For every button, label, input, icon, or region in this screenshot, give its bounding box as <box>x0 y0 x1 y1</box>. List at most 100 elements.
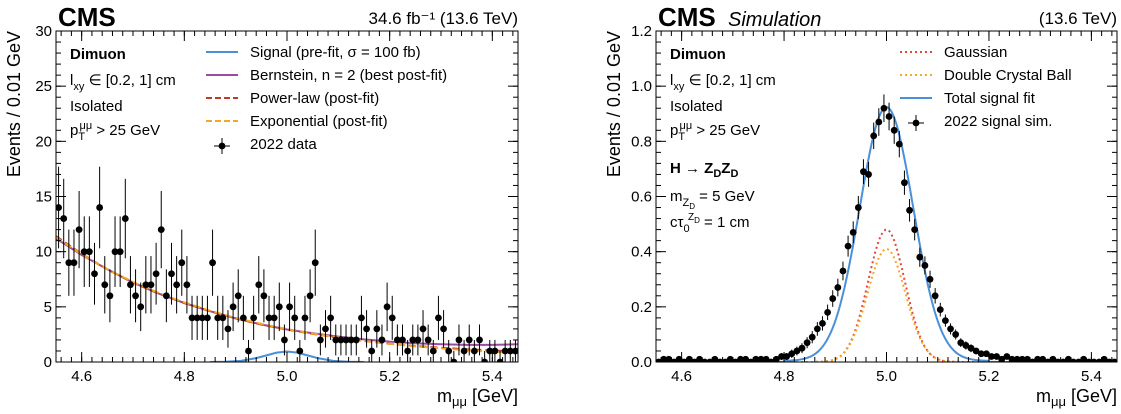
y-tick-label: 0 <box>44 354 52 371</box>
data-point <box>306 292 314 300</box>
x-axis-label: mμμ [GeV] <box>437 386 518 409</box>
data-point <box>916 253 924 261</box>
x-tick-label: 5.0 <box>277 368 298 385</box>
data-point <box>445 347 453 355</box>
data-point <box>1018 355 1026 362</box>
x-axis-label-main: m <box>1036 386 1051 406</box>
data-point <box>399 336 406 344</box>
data-point <box>481 358 489 362</box>
data-point <box>173 281 181 289</box>
data-point <box>378 336 386 344</box>
data-point <box>1059 358 1067 362</box>
x-tick-label: 5.4 <box>482 368 503 385</box>
data-point <box>352 336 360 344</box>
x-tick-label: 5.0 <box>876 368 897 385</box>
data-point <box>875 118 883 126</box>
annotation-main: cτ <box>670 214 684 231</box>
data-point <box>1023 355 1031 362</box>
data-point <box>147 281 155 289</box>
annotation-main: m <box>670 188 683 205</box>
data-point <box>404 347 412 355</box>
data-point <box>70 259 78 267</box>
data-point <box>332 336 340 344</box>
data-point <box>998 355 1006 362</box>
y-tick-label: 10 <box>35 244 52 261</box>
plot-area <box>56 166 518 362</box>
data-point <box>1111 358 1117 362</box>
data-point <box>301 314 309 322</box>
data-point <box>168 270 175 278</box>
y-tick-label: 0.2 <box>631 299 652 316</box>
experiment-label: CMS <box>658 2 716 32</box>
experiment-label: CMS <box>58 2 116 32</box>
data-point <box>265 314 273 322</box>
data-point <box>901 179 908 187</box>
data-point <box>127 281 134 289</box>
data-point <box>885 113 893 120</box>
data-point <box>808 333 816 341</box>
annotation-3: pTμμ > 25 GeV <box>70 120 160 143</box>
legend-label: Bernstein, n = 2 (best post-fit) <box>250 67 447 84</box>
data-point <box>701 358 709 362</box>
annotation-sub: T <box>678 131 685 143</box>
data-point <box>952 331 960 338</box>
annotation-part: H → Z <box>670 160 713 177</box>
legend-entry-2: Power-law (post-fit) <box>206 90 379 107</box>
data-point <box>982 350 990 358</box>
double-crystal-ball-curve <box>656 248 1117 362</box>
lumi-label: 34.6 fb⁻¹ (13.6 TeV) <box>369 9 518 28</box>
annotation-rest: ∈ [0.2, 1] cm <box>684 72 775 89</box>
data-point <box>198 314 206 322</box>
x-tick-label: 4.8 <box>174 368 195 385</box>
data-point <box>337 336 345 344</box>
annotation-sub: xy <box>73 81 85 93</box>
data-point <box>183 281 191 289</box>
data-point <box>316 336 324 344</box>
annotation-sub: T <box>78 131 85 143</box>
annotation-2: Isolated <box>670 98 723 115</box>
data-point <box>424 336 432 344</box>
annotation-1: lxy ∈ [0.2, 1] cm <box>670 72 776 93</box>
data-point <box>1070 358 1077 362</box>
data-point <box>435 314 442 322</box>
data-point <box>358 314 365 322</box>
data-point <box>275 303 283 311</box>
legend-entry-0: Signal (pre-fit, σ = 100 fb) <box>206 44 421 61</box>
data-point <box>65 259 73 267</box>
data-point <box>747 358 755 362</box>
data-point <box>834 284 842 291</box>
data-point <box>752 355 760 362</box>
data-point <box>726 355 734 362</box>
data-point <box>721 358 729 362</box>
x-axis-label-unit: [GeV] <box>467 386 518 406</box>
data-point <box>988 353 995 360</box>
x-axis-label-unit: [GeV] <box>1066 386 1117 406</box>
annotation-6: cτ0ZD = 1 cm <box>670 212 750 235</box>
annotation-sub: xy <box>673 81 685 93</box>
annotation-supsub: D <box>694 216 700 225</box>
data-point <box>491 347 499 355</box>
data-point <box>96 204 104 211</box>
data-point <box>895 140 903 148</box>
data-point <box>772 355 780 362</box>
data-point <box>91 270 98 278</box>
data-point <box>465 336 473 344</box>
x-tick-label: 4.6 <box>71 368 92 385</box>
data-point <box>798 344 806 352</box>
data-point <box>793 347 801 355</box>
legend-label: Double Crystal Ball <box>944 67 1072 84</box>
data-point <box>460 347 468 355</box>
annotation-rest: = 1 cm <box>700 214 750 231</box>
x-axis-label-main: m <box>437 386 452 406</box>
data-point <box>450 358 458 362</box>
data-point <box>270 314 278 322</box>
annotation-main: l <box>670 72 673 89</box>
data-point <box>1085 358 1093 362</box>
data-point <box>921 262 929 269</box>
data-point <box>870 132 878 140</box>
data-point <box>977 350 985 358</box>
data-point <box>101 281 109 289</box>
annotation-sub: Z <box>683 197 690 209</box>
data-point <box>675 355 683 362</box>
data-point <box>680 358 688 362</box>
